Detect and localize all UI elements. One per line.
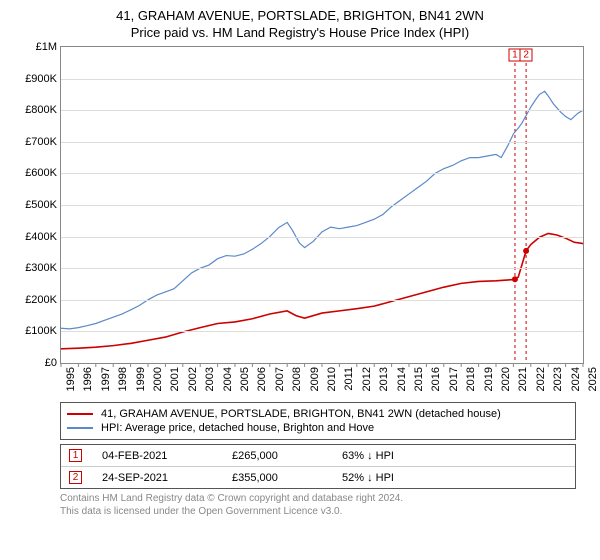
chart-marker-2: 2 [520,49,533,62]
gridline [61,205,583,206]
legend-swatch [67,427,93,429]
transactions-table: 1 04-FEB-2021 £265,000 63% ↓ HPI 2 24-SEP-202… [60,444,576,489]
series-hpi [61,91,583,329]
legend: 41, GRAHAM AVENUE, PORTSLADE, BRIGHTON, … [60,402,576,440]
series-dot [512,276,518,282]
x-tick-label: 2020 [500,367,512,391]
x-tick-label: 2014 [396,367,408,391]
x-tick-label: 2004 [222,367,234,391]
transaction-vs-hpi: 63% ↓ HPI [342,450,412,462]
x-tick-label: 1997 [100,367,112,391]
footer-line-2: This data is licensed under the Open Gov… [60,506,576,519]
y-tick-label: £500K [25,199,57,211]
x-tick-label: 2016 [430,367,442,391]
gridline [61,142,583,143]
x-tick-label: 2006 [256,367,268,391]
x-tick-label: 2018 [465,367,477,391]
x-tick-label: 2001 [169,367,181,391]
x-tick-label: 2024 [570,367,582,391]
chart-area: £0 £100K £200K £300K £400K £500K £600K £700K £80… [12,46,588,396]
gridline [61,331,583,332]
y-tick-label: £700K [25,136,57,148]
transaction-row: 2 24-SEP-2021 £355,000 52% ↓ HPI [61,466,575,488]
y-tick-label: £1M [36,41,57,53]
transaction-price: £355,000 [232,472,322,484]
x-tick-label: 2010 [326,367,338,391]
y-tick-label: £200K [25,294,57,306]
x-tick-label: 2009 [309,367,321,391]
y-tick-label: £400K [25,231,57,243]
x-tick-label: 1998 [117,367,129,391]
gridline [61,300,583,301]
transaction-date: 04-FEB-2021 [102,450,212,462]
x-tick-label: 2011 [343,367,355,391]
x-tick-label: 2022 [535,367,547,391]
y-tick-label: £600K [25,167,57,179]
gridline [61,268,583,269]
chart-title: 41, GRAHAM AVENUE, PORTSLADE, BRIGHTON, … [12,8,588,23]
x-tick-label: 2017 [448,367,460,391]
y-tick-label: £900K [25,73,57,85]
y-tick-label: £800K [25,104,57,116]
x-tick-label: 2013 [378,367,390,391]
gridline [61,79,583,80]
x-tick-label: 2003 [204,367,216,391]
x-tick-label: 2025 [587,367,599,391]
x-tick-label: 1999 [135,367,147,391]
transaction-date: 24-SEP-2021 [102,472,212,484]
series-dot [523,248,529,254]
x-tick-label: 2002 [187,367,199,391]
x-tick-label: 2000 [152,367,164,391]
x-tick-label: 2007 [274,367,286,391]
chart-subtitle: Price paid vs. HM Land Registry's House … [12,25,588,40]
y-tick-label: £100K [25,325,57,337]
gridline [61,110,583,111]
x-tick-label: 2021 [517,367,529,391]
chart-container: 41, GRAHAM AVENUE, PORTSLADE, BRIGHTON, … [0,0,600,560]
x-tick-label: 2019 [483,367,495,391]
y-tick-label: £0 [45,357,57,369]
x-tick-label: 2023 [552,367,564,391]
plot-region: £0£100K£200K£300K£400K£500K£600K£700K£80… [60,46,584,364]
gridline [61,173,583,174]
transaction-vs-hpi: 52% ↓ HPI [342,472,412,484]
legend-label: HPI: Average price, detached house, Brig… [101,422,374,434]
transaction-marker: 2 [69,471,82,484]
x-tick-label: 2005 [239,367,251,391]
gridline [61,237,583,238]
x-tick-label: 2015 [413,367,425,391]
transaction-row: 1 04-FEB-2021 £265,000 63% ↓ HPI [61,445,575,466]
legend-item: HPI: Average price, detached house, Brig… [67,421,569,435]
legend-item: 41, GRAHAM AVENUE, PORTSLADE, BRIGHTON, … [67,407,569,421]
x-tick-label: 2008 [291,367,303,391]
footer-line-1: Contains HM Land Registry data © Crown c… [60,493,576,506]
y-tick-label: £300K [25,262,57,274]
legend-swatch [67,413,93,415]
x-tick-label: 1996 [82,367,94,391]
x-tick-label: 2012 [361,367,373,391]
transaction-price: £265,000 [232,450,322,462]
legend-label: 41, GRAHAM AVENUE, PORTSLADE, BRIGHTON, … [101,408,501,420]
transaction-marker: 1 [69,449,82,462]
x-tick-label: 1995 [65,367,77,391]
footer-attribution: Contains HM Land Registry data © Crown c… [60,493,576,518]
